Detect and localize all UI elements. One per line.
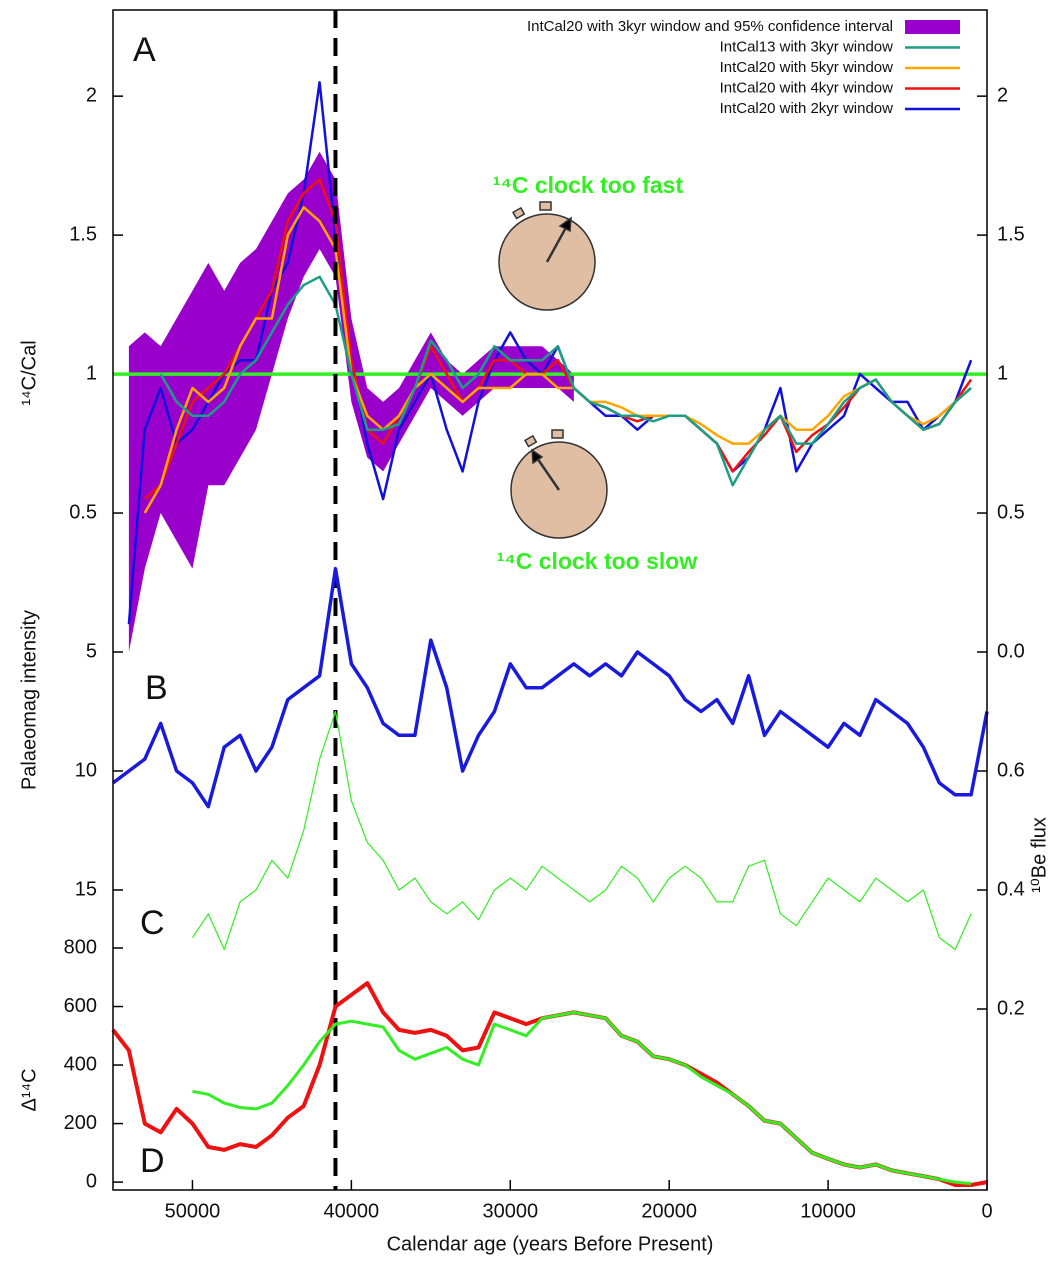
x-tick-label: 50000 (165, 1200, 221, 1222)
y2-tick-label: 0.2 (997, 997, 1025, 1019)
y-tick-label: 800 (64, 936, 97, 958)
series-line (111, 981, 988, 1187)
y2-tick-label: 0.0 (997, 640, 1025, 662)
series-line (192, 1010, 972, 1186)
x-tick-label: 20000 (641, 1200, 697, 1222)
annotation: ¹⁴C clock too slow (497, 548, 698, 574)
y-axis-label: Palaeomag intensity (18, 610, 40, 790)
y2-tick-label: 2 (997, 84, 1008, 106)
series-line (143, 206, 972, 514)
series-line (159, 275, 972, 487)
y-axis-label: ¹⁴C/Cal (18, 340, 40, 405)
y-tick-label: 200 (64, 1112, 97, 1134)
series-line (127, 81, 973, 625)
y2-tick-label: 1 (997, 362, 1008, 384)
y-tick-label: 0.5 (69, 501, 97, 523)
panel-label: A (133, 31, 156, 69)
legend-label: IntCal20 with 5kyr window (720, 59, 894, 76)
y2-tick-label: 1.5 (997, 223, 1025, 245)
clock-fast (498, 201, 596, 311)
x-tick-label: 40000 (324, 1200, 380, 1222)
panel-label: B (145, 669, 168, 707)
legend-label: IntCal20 with 2kyr window (720, 100, 894, 117)
legend-label: IntCal13 with 3kyr window (720, 38, 894, 55)
y-tick-label: 5 (86, 640, 97, 662)
y-tick-label: 15 (75, 878, 97, 900)
y-tick-label: 10 (75, 759, 97, 781)
x-tick-label: 0 (981, 1200, 992, 1222)
legend-swatch (905, 20, 960, 34)
y-tick-label: 2 (86, 84, 97, 106)
x-tick-label: 30000 (482, 1200, 538, 1222)
y-tick-label: 600 (64, 995, 97, 1017)
y2-tick-label: 0.6 (997, 759, 1025, 781)
clock-slow (510, 429, 608, 539)
x-tick-label: 10000 (800, 1200, 856, 1222)
y-axis-label: Δ¹⁴C (18, 1068, 40, 1111)
y-tick-label: 1 (86, 362, 97, 384)
y-tick-label: 400 (64, 1053, 97, 1075)
series-line (111, 566, 989, 809)
y-tick-label: 0 (86, 1170, 97, 1192)
y-tick-label: 1.5 (69, 223, 97, 245)
legend-label: IntCal20 with 3kyr window and 95% confid… (527, 18, 893, 35)
y2-axis-label: ¹⁰Be flux (1028, 817, 1050, 893)
x-axis-label: Calendar age (years Before Present) (387, 1233, 714, 1255)
confidence-band (128, 151, 574, 652)
y2-tick-label: 0.5 (997, 501, 1025, 523)
annotation: ¹⁴C clock too fast (493, 172, 684, 198)
legend-label: IntCal20 with 4kyr window (720, 79, 894, 96)
series-line (192, 710, 972, 951)
panel-label: D (140, 1142, 165, 1180)
panel-label: C (140, 904, 165, 942)
y2-tick-label: 0.4 (997, 878, 1025, 900)
plot-frame (112, 9, 988, 1191)
